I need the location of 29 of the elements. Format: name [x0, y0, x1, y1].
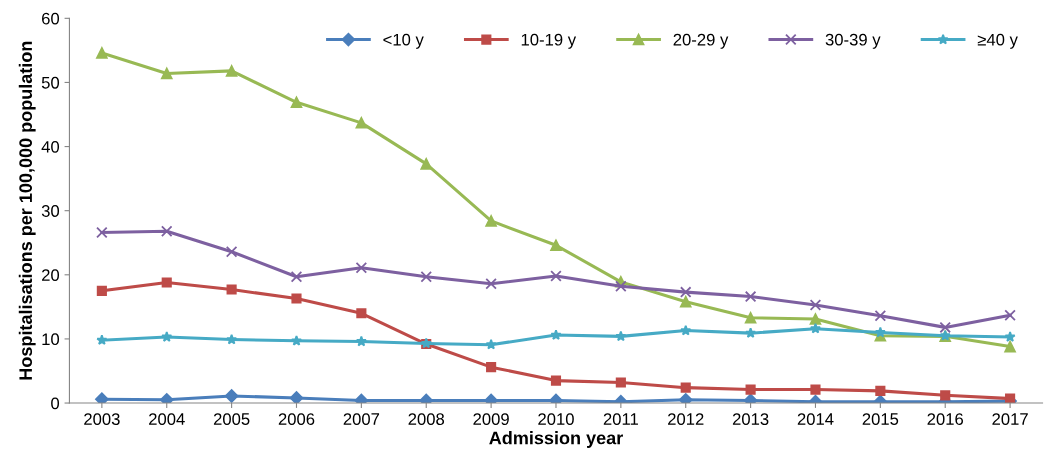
legend-label: 30-39 y: [825, 33, 881, 49]
y-tick-label: 10: [42, 333, 60, 346]
x-tick-label: 2015: [862, 413, 899, 425]
x-tick-label: 2016: [927, 413, 964, 425]
x-tick-label: 2010: [538, 413, 574, 425]
y-tick-label: 30: [41, 205, 60, 217]
x-tick-label: 2017: [992, 413, 1028, 425]
y-tick-label: 40: [41, 140, 60, 153]
legend-label: 20-29 y: [673, 33, 729, 49]
x-tick-label: 2005: [213, 413, 250, 425]
x-tick-label: 2013: [732, 413, 769, 425]
x-tick-label: 2012: [668, 413, 704, 425]
x-tick-label: 2003: [84, 413, 120, 425]
y-tick-label: 60: [42, 12, 60, 25]
legend-label: ≥40 y: [977, 33, 1018, 49]
y-tick-label: 20: [42, 269, 60, 281]
y-axis-title: Hospitalisations per 100,000 population: [18, 41, 36, 380]
y-tick-label: 0: [51, 397, 60, 410]
x-tick-label: 2008: [408, 413, 445, 425]
legend-label: <10 y: [383, 33, 424, 49]
x-axis-title: Admission year: [489, 431, 623, 448]
x-tick-label: 2007: [343, 413, 380, 425]
y-tick-label: 50: [41, 76, 60, 89]
legend-label: 10-19 y: [521, 33, 577, 49]
x-tick-label: 2014: [797, 413, 834, 425]
x-tick-label: 2011: [603, 413, 638, 425]
x-tick-label: 2006: [278, 413, 315, 425]
x-tick-label: 2004: [149, 413, 185, 425]
x-tick-label: 2009: [473, 413, 509, 425]
